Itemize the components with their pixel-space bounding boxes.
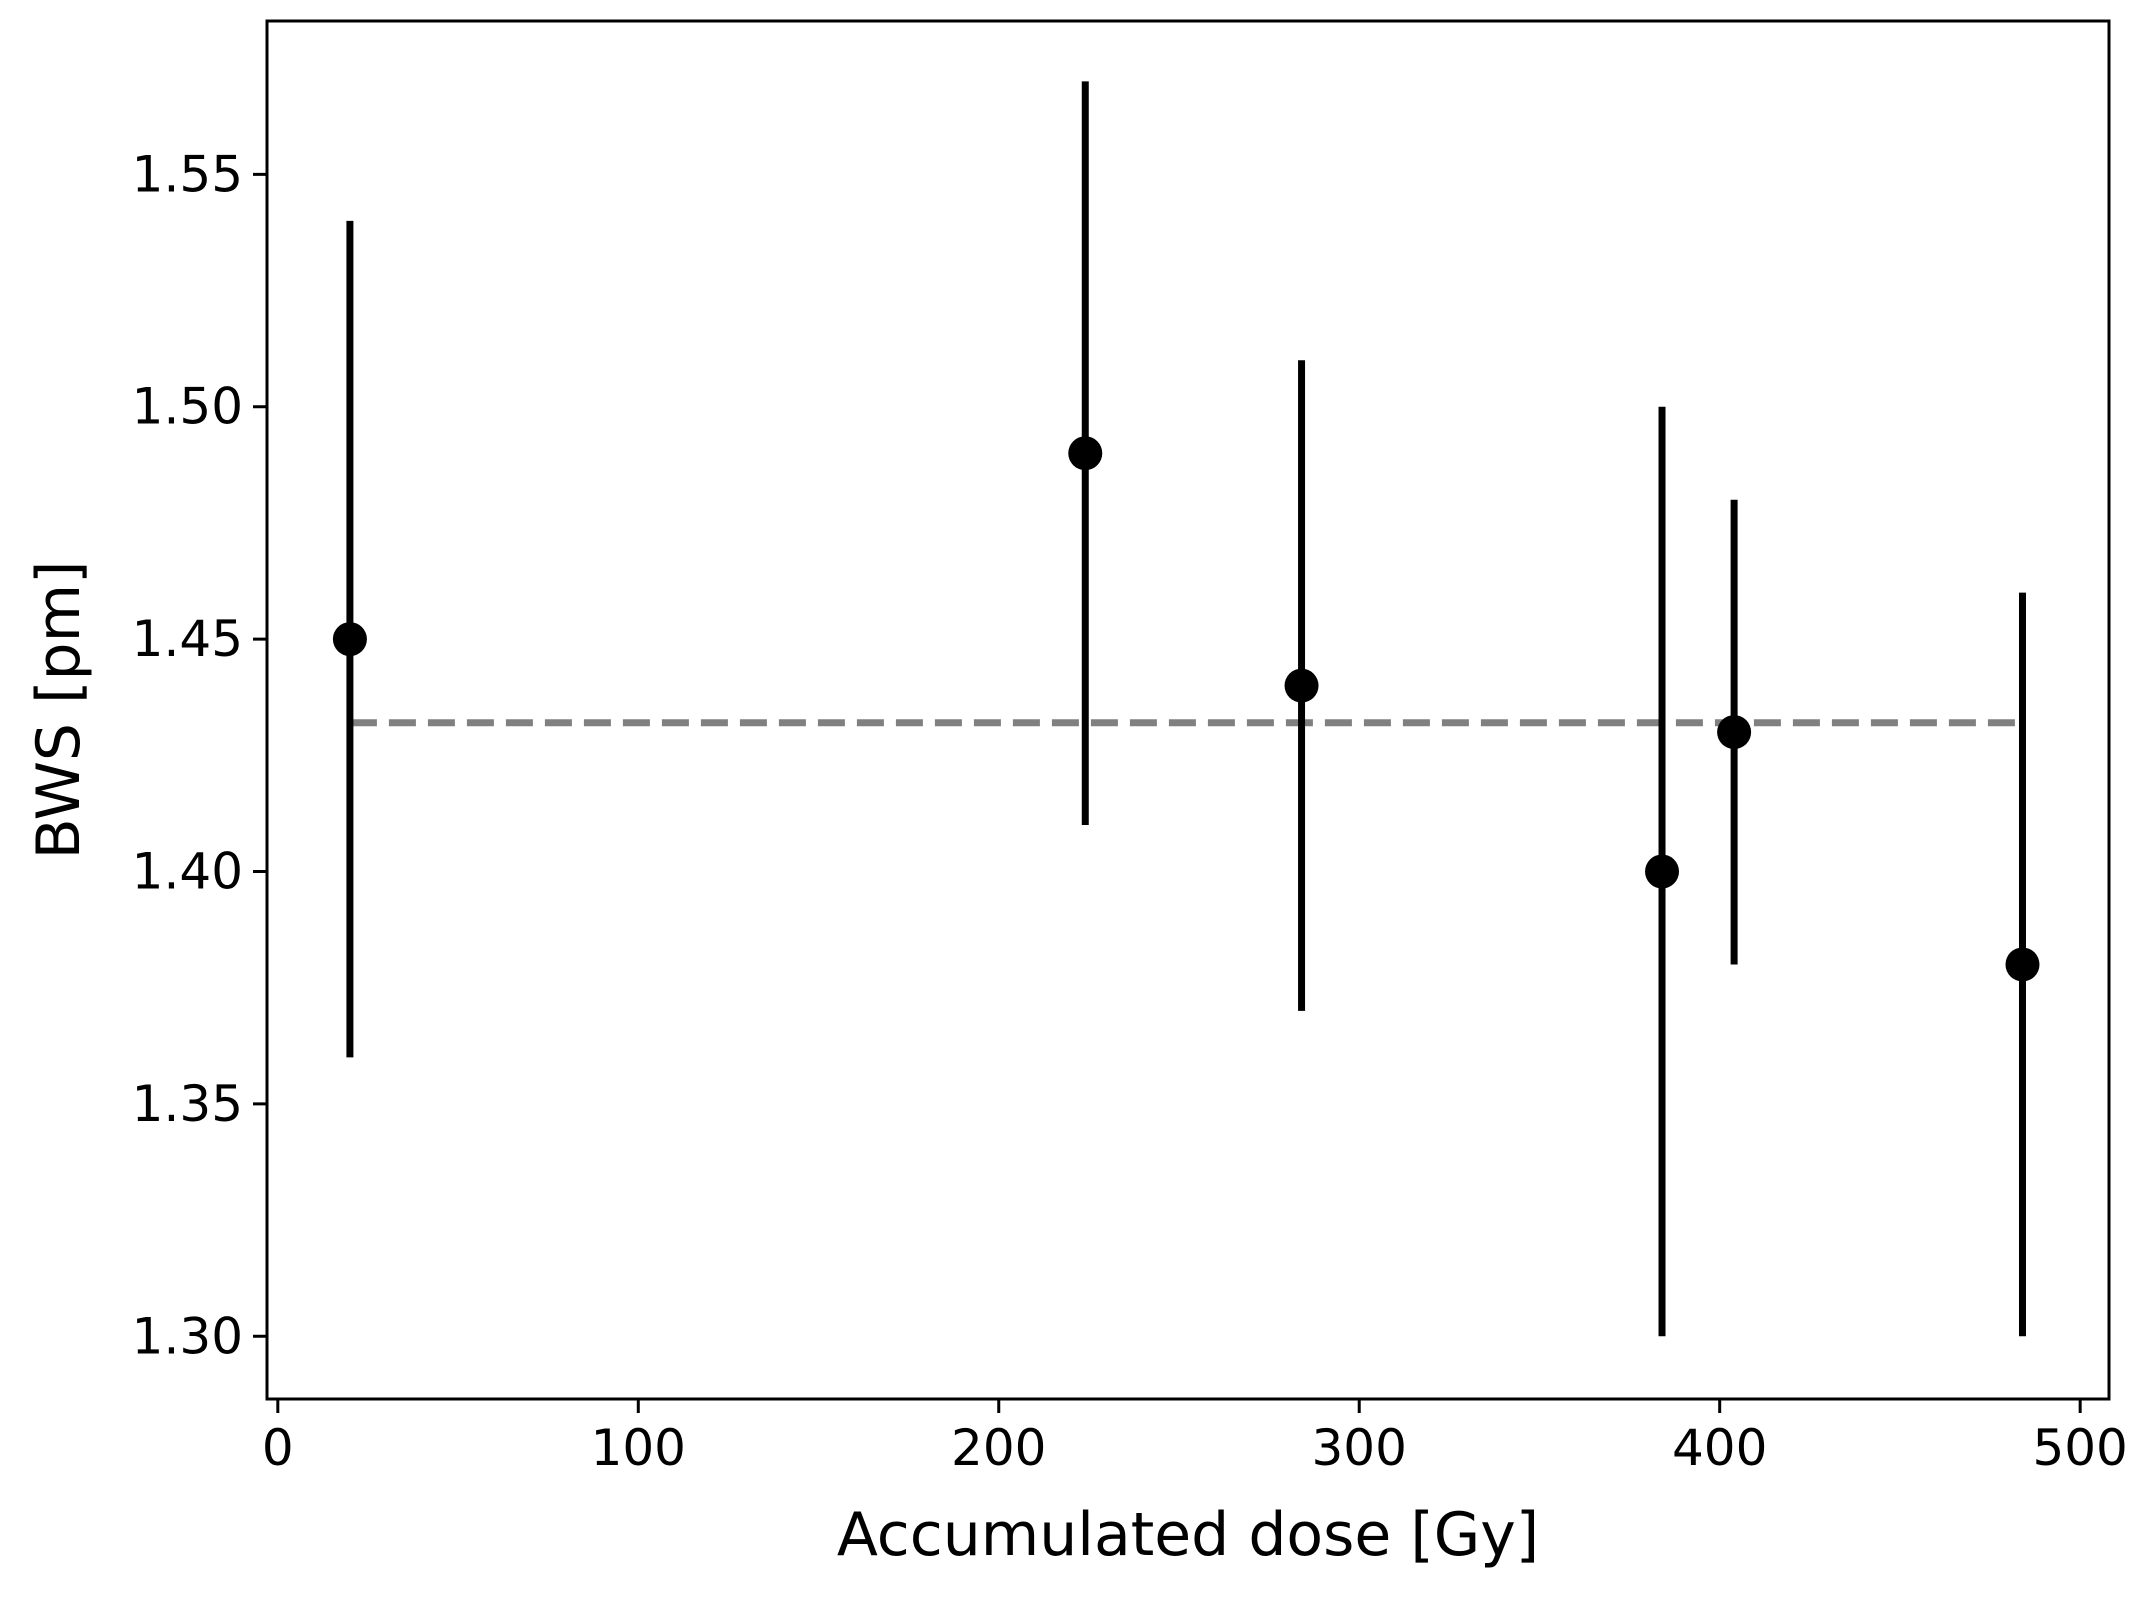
y-tick-label: 1.50 [132,378,243,436]
x-tick-label: 100 [591,1419,686,1477]
x-tick-label: 300 [1312,1419,1407,1477]
plot-area-frame [265,19,2111,1401]
data-points [332,436,2040,982]
x-tick-label: 0 [262,1419,294,1477]
x-axis-label: Accumulated dose [Gy] [837,1500,1539,1570]
x-tick-label: 500 [2032,1419,2127,1477]
data-point [1068,436,1103,471]
data-point [1284,668,1319,703]
data-point [1717,715,1752,750]
x-tick-label: 400 [1672,1419,1767,1477]
y-tick-label: 1.30 [132,1307,243,1365]
data-point [1645,854,1680,889]
y-axis-label: BWS [pm] [24,561,94,860]
x-axis-ticks: 0 100 200 300 400 500 [262,1399,2128,1477]
data-point [332,622,367,657]
x-tick-label: 200 [951,1419,1046,1477]
y-axis-ticks: 1.30 1.35 1.40 1.45 1.50 1.55 [132,145,267,1365]
y-tick-label: 1.45 [132,610,243,668]
y-tick-label: 1.55 [132,145,243,203]
y-tick-label: 1.40 [132,843,243,901]
data-point [2005,947,2040,982]
y-tick-label: 1.35 [132,1075,243,1133]
